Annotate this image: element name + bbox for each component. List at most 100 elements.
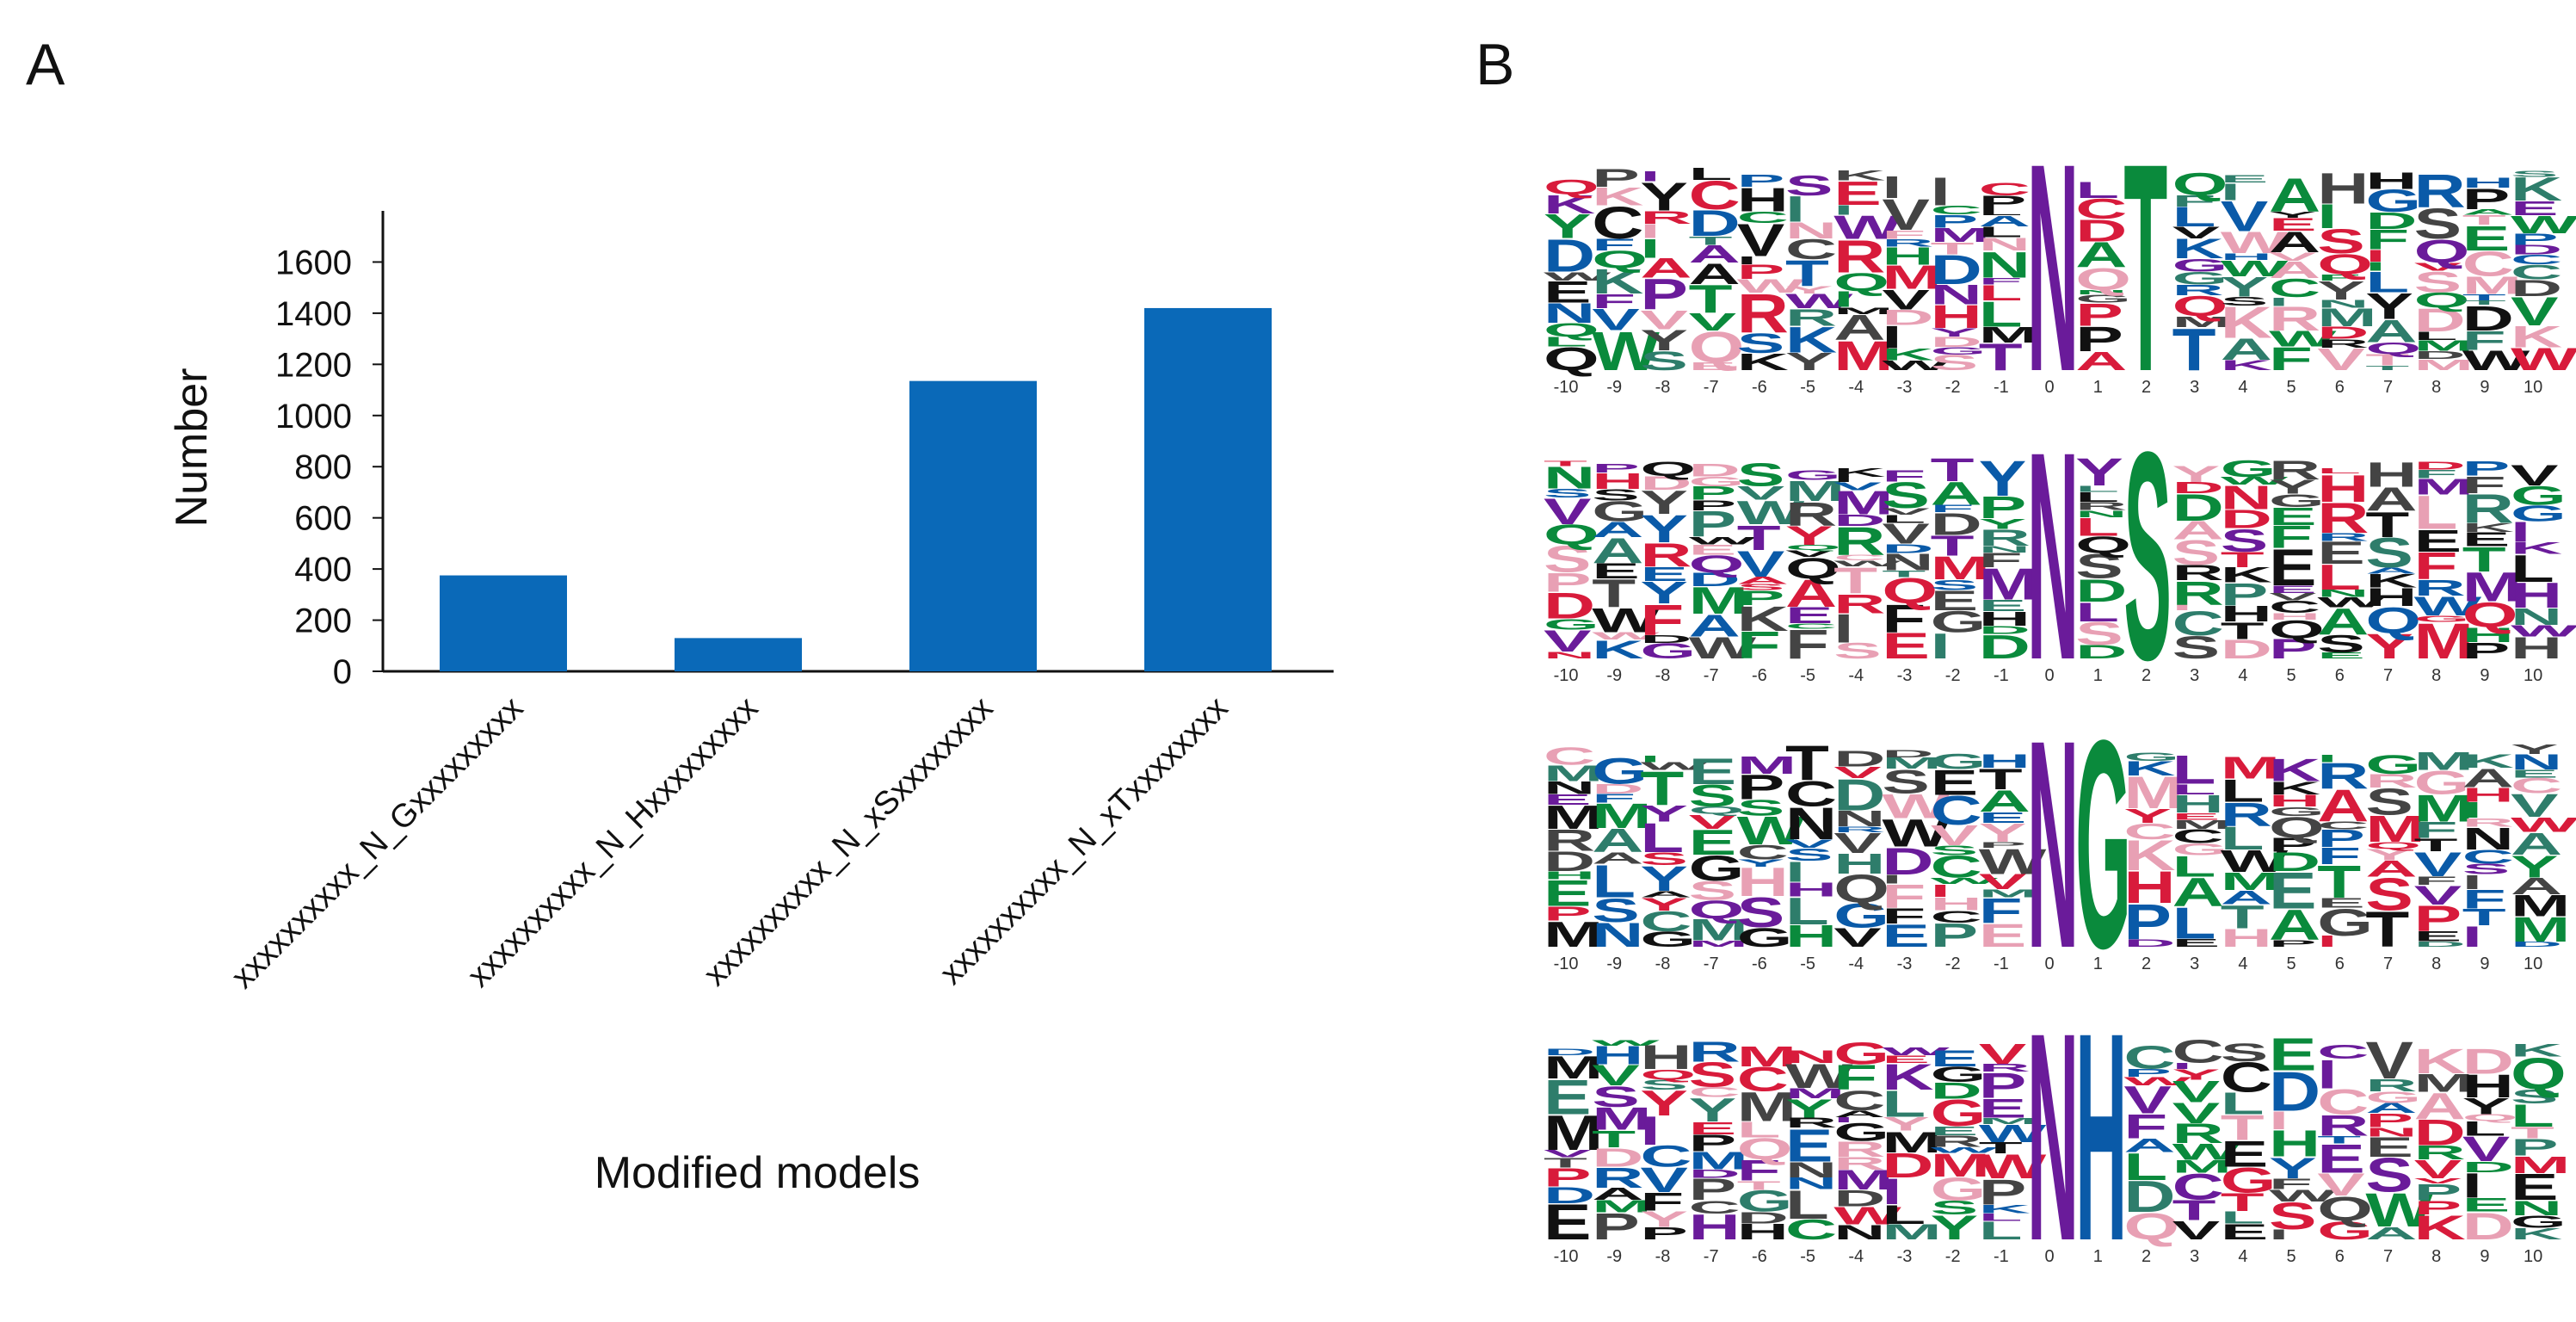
logo-glyph: A [1785,571,1837,615]
logo-glyph: I [2462,1166,2482,1205]
logo-glyph: V [2172,1215,2221,1245]
logo-glyph: T [1737,1178,1781,1193]
logo-glyph: I [2462,920,2482,953]
logo-glyph: Q [1833,268,1889,296]
logo-glyph: A [2317,601,2369,642]
logo-glyph: T [1979,763,2023,796]
logo-glyph: A [1592,530,1643,571]
logo-glyph: W [1737,275,1805,296]
y-tick-labels: 0 200 400 600 800 1000 1200 1400 1600 [275,244,383,691]
logo-glyph: F [2462,885,2506,915]
logo-glyph: S [1737,888,1785,936]
logo-glyph: D [1640,633,1692,645]
logo-glyph: H [2221,251,2272,262]
logo-glyph: H [2269,792,2320,810]
logo-glyph: I [2172,1061,2192,1072]
sequence-logo-4: EDPTVMEMDPMARDTMSVHWPYFVCIYSQHHCPDMPEYCS… [1544,972,2570,1303]
logo-glyph: K [2269,753,2320,788]
logo-glyph: T [2511,1124,2554,1142]
logo-glyph: C [1931,203,1982,218]
logo-glyph: V [1592,1059,1640,1092]
logo-glyph: E [2462,528,2511,550]
logo-glyph: C [1544,743,1595,770]
logo-glyph: S [2511,169,2559,178]
logo-glyph: N [1544,460,1595,495]
logo-glyph: P [1592,1207,1640,1248]
logo-glyph: A [2317,781,2369,831]
logo-glyph: S [1737,328,1785,359]
logo-glyph: G [1689,848,1745,888]
logo-glyph: V [1737,483,1785,504]
logo-glyph: I [1882,872,1901,886]
logo-glyph: D [1592,1143,1643,1172]
logo-glyph: L [2075,513,2119,541]
logo-glyph: E [1931,585,1979,616]
logo-glyph: K [2123,757,2175,781]
logo-glyph: D [1979,628,2031,666]
logo-glyph: F [1979,891,2023,930]
logo-glyph: C [2172,825,2224,848]
logo-glyph: D [2075,213,2127,248]
logo-glyph: I [2317,753,2337,764]
logo-glyph: Y [2511,742,2559,757]
logo-glyph: M [2414,614,2474,670]
logo-glyph: G [1689,474,1745,490]
logo-glyph: T [2221,1108,2265,1148]
logo-glyph: G [2172,268,2228,287]
logo-glyph: Y [2511,849,2559,885]
logo-glyph: W [2511,211,2576,238]
logo-glyph: C [2317,1041,2369,1063]
position-label: -6 [1752,666,1767,685]
logo-glyph: H [1931,298,1982,335]
logo-glyph: D [1882,840,1933,883]
logo-glyph: A [1592,822,1643,860]
logo-glyph: M [1737,1041,1796,1072]
position-label: 3 [2190,666,2199,685]
logo-glyph: P [2414,1197,2462,1219]
logo-glyph: I [1931,170,1950,213]
logo-glyph: A [2462,207,2514,216]
logo-glyph: P [2075,297,2123,333]
logo-glyph: T [1592,1126,1636,1152]
logo-glyph: S [1785,169,1833,201]
logo-glyph: C [2511,774,2562,798]
logo-glyph: L [2221,819,2265,856]
y-tick-label: 800 [294,448,352,486]
logo-glyph: Y [2269,210,2317,219]
logo-glyph: A [1640,253,1692,284]
y-tick-label: 1000 [275,398,352,436]
logo-glyph: M [2414,788,2474,830]
logo-glyph: L [1979,1212,2023,1223]
logo-glyph: E [2317,1137,2365,1182]
logo-glyph: F [2317,273,2361,282]
logo-glyph: C [1737,1060,1789,1098]
logo-glyph: M [1592,1197,1651,1216]
logo-glyph: I [1882,170,1901,205]
logo-glyph: K [2221,357,2272,373]
logo-glyph: T [1833,560,1877,602]
position-label: -3 [1897,954,1913,973]
logo-glyph: C [1931,907,1982,926]
logo-glyph: W [2462,345,2530,376]
logo-glyph: Y [1640,507,1688,551]
logo-glyph: H [2221,924,2272,952]
logo-glyph: H [1882,243,1933,270]
logo-glyph: Q [1737,1132,1793,1165]
logo-glyph: A [2075,235,2127,275]
logo-glyph: Y [1640,484,1688,522]
logo-glyph: V [1640,305,1688,335]
logo-glyph: P [1979,1171,2027,1212]
bars [440,307,1272,671]
logo-glyph: H [2221,602,2272,627]
position-label: 3 [2190,1247,2199,1266]
logo-glyph: F [1833,1058,1877,1097]
logo-glyph: L [2172,898,2216,948]
logo-glyph: D [1931,1078,1982,1103]
logo-glyph: S [1931,1196,1979,1219]
logo-glyph: N [2317,588,2369,599]
logo-glyph: V [2414,1177,2462,1184]
logo-glyph: C [2269,597,2320,617]
position-label: -8 [1655,378,1671,397]
logo-glyph: D [1931,248,1982,293]
logo-glyph: L [2462,1117,2506,1140]
